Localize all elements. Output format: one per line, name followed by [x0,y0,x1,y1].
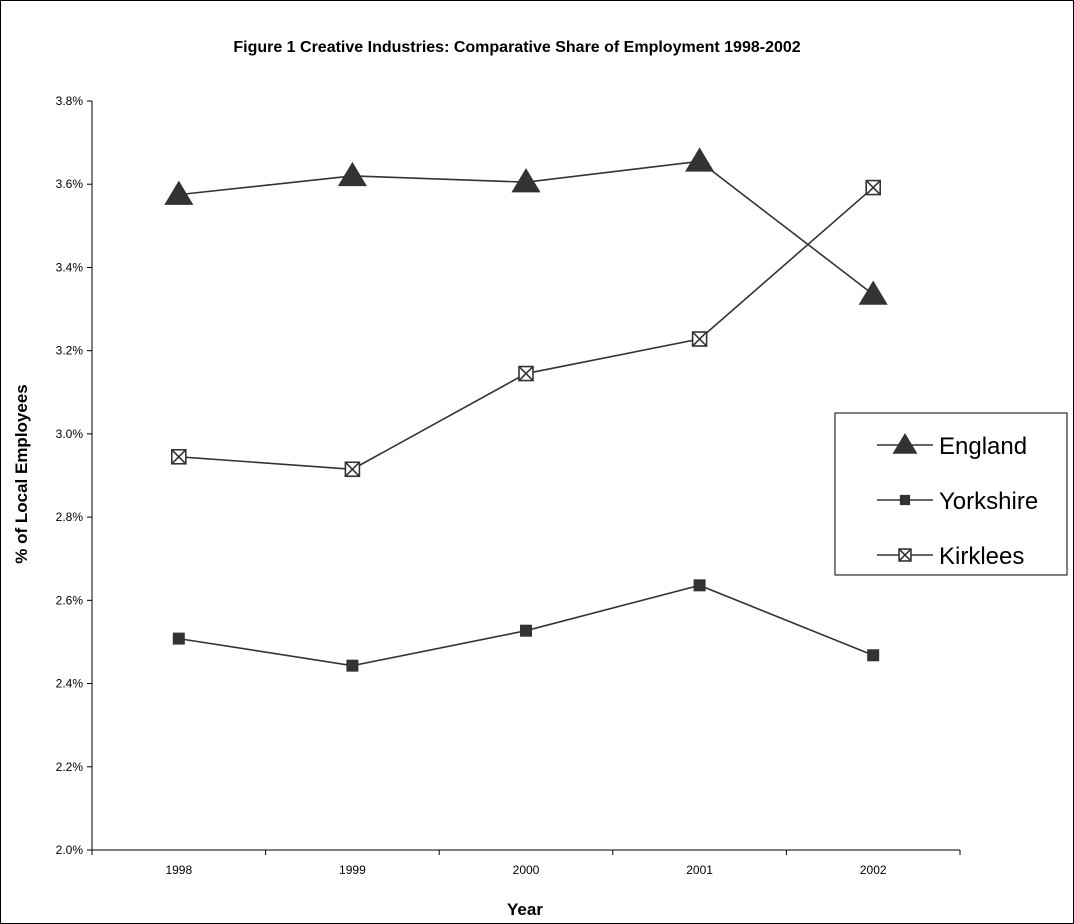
legend-label-yorkshire: Yorkshire [939,488,1038,515]
y-tick-label: 2.2% [56,760,84,774]
x-square-marker-diag [692,331,708,347]
data-point-england [858,280,888,305]
legend-marker-england [892,432,918,454]
chart-title: Figure 1 Creative Industries: Comparativ… [233,39,800,56]
legend-label-kirklees: Kirklees [939,543,1024,570]
x-square-marker-diag [171,449,187,465]
x-tick-label: 2000 [513,863,540,877]
data-point-england [337,161,367,187]
x-square-marker-diag [865,179,881,196]
square-marker-shape [520,624,532,637]
data-point-yorkshire [520,624,532,637]
y-tick-label: 3.2% [56,344,84,358]
legend: England Yorkshire Kirklees [834,412,1068,576]
y-tick-label: 2.6% [56,593,84,607]
x-axis-title: Year [507,900,543,919]
square-marker-shape [172,632,185,645]
y-tick-label: 2.8% [56,510,84,524]
series-england [164,147,888,305]
y-tick-label: 3.0% [56,427,84,441]
y-tick-label: 3.8% [56,94,84,108]
x-tick-label: 1998 [165,863,192,877]
data-point-kirklees [518,365,534,382]
y-tick-label: 2.4% [56,677,84,691]
data-point-kirklees [691,331,708,347]
legend-box [834,412,1068,576]
series-layer [164,147,888,672]
data-point-england [685,147,715,172]
triangle-marker-shape [858,280,888,305]
legend-item-yorkshire: Yorkshire [877,488,1038,515]
square-marker-shape [346,659,359,672]
triangle-marker-shape [511,168,541,193]
square-marker-shape [693,579,706,592]
x-square-marker-diag [518,365,534,382]
data-point-england [511,168,541,193]
triangle-marker-shape [337,161,367,187]
data-point-kirklees [865,179,882,196]
x-tick-label: 1999 [339,863,366,877]
x-tick-label: 2001 [686,863,713,877]
x-square-marker-diag [898,548,912,562]
data-point-kirklees [171,448,187,465]
data-point-england [164,180,194,205]
triangle-marker-shape [164,180,194,205]
series-yorkshire [172,579,880,672]
y-tick-label: 3.4% [56,260,84,274]
legend-label-england: England [939,433,1027,460]
y-axis-title: % of Local Employees [12,384,31,564]
legend-item-kirklees: Kirklees [877,543,1024,570]
triangle-marker-shape [892,432,918,454]
data-point-yorkshire [867,649,880,662]
x-square-marker-diag [344,461,360,477]
triangle-marker-shape [685,147,715,172]
square-marker-shape [867,649,880,662]
data-point-yorkshire [693,579,706,592]
data-point-yorkshire [346,659,359,672]
series-kirklees [171,179,882,478]
x-tick-label: 2002 [860,863,887,877]
y-tick-label: 2.0% [56,843,84,857]
square-marker-shape [899,494,911,506]
axes: 2.0% 2.2% 2.4% 2.6% 2.8% 3.0% 3.2% 3.4% 3.6% 3.8%… [56,94,961,877]
data-point-yorkshire [172,632,185,645]
legend-item-england: England [877,432,1027,460]
legend-marker-yorkshire [899,494,911,506]
legend-marker-kirklees [898,548,912,562]
data-point-kirklees [344,461,361,478]
y-tick-label: 3.6% [56,177,84,191]
